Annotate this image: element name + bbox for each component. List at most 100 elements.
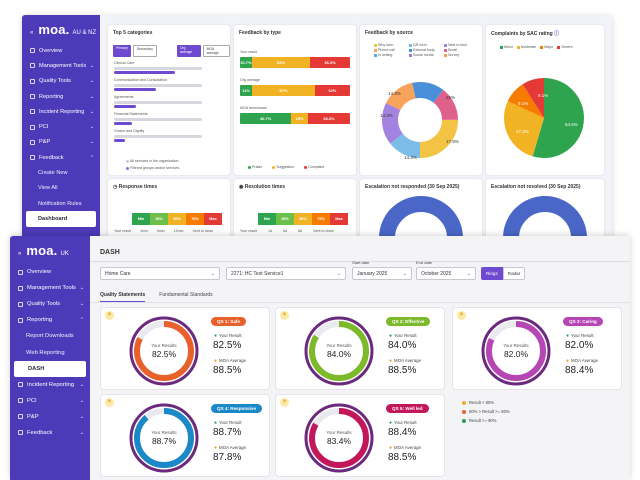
type-segment: 32%: [314, 85, 350, 96]
chevron-down-icon: ⌄: [89, 93, 94, 100]
your-result-label: ● Your Result: [389, 333, 417, 339]
key-dot: [462, 409, 466, 414]
nav-pci[interactable]: PCI ⌄: [22, 119, 100, 134]
quality-statement-card[interactable]: ☀ Your Results 84.0% QS 2: Effective ● Your R…: [275, 307, 445, 390]
legend-text: QR form: [413, 43, 427, 47]
nav-create-new[interactable]: Create New: [38, 170, 68, 177]
category-label: Clinical Care: [114, 61, 135, 65]
type-segment: 53%: [251, 57, 311, 68]
toggle-radar[interactable]: Radar: [502, 267, 526, 280]
sac-label-moderate: 27.3%: [516, 129, 529, 134]
sun-icon: ☀: [105, 398, 114, 407]
sun-icon: ☀: [280, 398, 289, 407]
type-stack-bar: 46.7% 15% 38.3%: [240, 113, 350, 124]
nav-web-reporting[interactable]: Web Reporting: [26, 349, 65, 356]
sun-icon: ☀: [457, 311, 466, 320]
page-title: DASH: [100, 249, 120, 256]
nav-management-tools[interactable]: Management Tools ⌄: [22, 58, 100, 73]
pill-moa-average[interactable]: MOA average: [202, 45, 230, 57]
nav-incident-reporting[interactable]: Incident Reporting ⌄: [22, 104, 100, 119]
quality-statement-card[interactable]: ☀ Your Results 82.5% QS 1: Safe ● Your Result…: [100, 307, 270, 390]
type-segment: 11%: [240, 85, 253, 96]
source-slice-5: [382, 82, 458, 158]
nav-overview[interactable]: Overview: [22, 43, 100, 58]
card-title: ◷ Response times: [113, 184, 158, 190]
top5-categories-card: Top 5 categories Primary Secondary Org a…: [108, 25, 230, 175]
collapse-icon[interactable]: «: [30, 30, 34, 36]
source-legend-item: QR form: [409, 43, 441, 47]
nav-pci[interactable]: PCI ⌄: [10, 393, 90, 409]
result-ring: [486, 321, 546, 381]
moa-average-value: 88.4%: [565, 365, 594, 376]
toggle-rings[interactable]: Rings: [481, 267, 503, 280]
nav-pnp[interactable]: P&P ⌄: [10, 409, 90, 425]
key-80-90: 80% > Result >= 80%: [462, 409, 510, 414]
quality-statement-card[interactable]: ☀ Your Results 88.7% QS 4: Responsive ● Your …: [100, 394, 270, 477]
tab-quality-statements[interactable]: Quality Statements: [100, 292, 146, 302]
incident-icon: [18, 382, 23, 388]
card-title: Escalation not resolved (30 Sep 2025): [491, 184, 581, 190]
start-date-select[interactable]: January 2025 ⌄: [352, 267, 412, 280]
tab-fundamental-standards[interactable]: Fundamental Standards: [159, 292, 213, 298]
pill-org-average[interactable]: Org average: [176, 45, 201, 57]
escalation-not-responded-card: Escalation not responded (30 Sep 2025): [360, 179, 482, 240]
card-title: Feedback by source: [365, 30, 414, 36]
service-select[interactable]: 2271: HC Test Service1 ⌄: [226, 267, 346, 280]
category-label: Financial Statements: [114, 112, 148, 116]
ring-center-label: Your Results: [503, 343, 529, 348]
nav-quality-tools[interactable]: Quality Tools ⌄: [10, 296, 90, 312]
category-bar: [114, 88, 156, 91]
moa-average-label: ● MOA Average: [214, 358, 247, 364]
ring-center-label: Your Results: [151, 430, 177, 435]
ring-center-value: 82.0%: [504, 349, 529, 359]
cell-50: 50%: [294, 213, 312, 225]
nav-feedback[interactable]: Feedback ⌃: [22, 150, 100, 165]
pill-secondary[interactable]: Secondary: [132, 45, 157, 57]
legend-text: Survey: [448, 53, 460, 57]
ring-center-value: 82.5%: [152, 349, 177, 359]
cell-min: Min: [132, 213, 150, 225]
service-type-select[interactable]: Home Care ⌄: [100, 267, 220, 280]
quality-statement-card[interactable]: ☀ Your Results 83.4% QS 5: Well led ● Your Re…: [275, 394, 445, 477]
feedback-source-donut: 14.3% 14.3% 17.9% 14.3% 25%: [380, 82, 459, 160]
your-result-value: 82.5%: [213, 340, 242, 351]
your-result-value: 84.0%: [388, 340, 417, 351]
nav-feedback[interactable]: Feedback ⌄: [10, 425, 90, 441]
nav-dash[interactable]: DASH: [14, 360, 86, 377]
nav-dashboard[interactable]: Dashboard: [26, 211, 96, 227]
nav-report-downloads[interactable]: Report Downloads: [26, 333, 74, 340]
nav-reporting[interactable]: Reporting ⌄: [22, 89, 100, 104]
nav-management-tools[interactable]: Management Tools ⌄: [10, 280, 90, 296]
category-bar-bg: [114, 135, 202, 138]
nav-quality-tools[interactable]: Quality Tools ⌄: [22, 74, 100, 89]
source-legend-item: Social media: [409, 53, 441, 57]
end-date-select[interactable]: October 2025 ⌄: [416, 267, 476, 280]
chevron-down-icon: ⌄: [89, 108, 94, 115]
legend-minor: Minor: [500, 45, 513, 49]
nav-notification-rules[interactable]: Notification Rules: [38, 200, 82, 207]
feedback-by-source-card: Feedback by source Why form QR form Next t…: [360, 25, 482, 175]
ring-center-label: Your Results: [326, 430, 352, 435]
type-stack-bar: 11% 57% 32%: [240, 85, 350, 96]
legend-swatch: [409, 53, 412, 57]
legend-severe: Severe: [557, 45, 573, 49]
moa-ring: [481, 316, 551, 386]
nav-incident-reporting[interactable]: Incident Reporting ⌄: [10, 377, 90, 393]
info-icon[interactable]: ⓘ: [554, 31, 560, 37]
sac-label-severe: 9.1%: [538, 93, 548, 98]
nav-overview[interactable]: Overview: [10, 264, 90, 280]
legend-text: Next to face: [448, 43, 468, 47]
pill-primary[interactable]: Primary: [113, 45, 131, 57]
nav-view-all[interactable]: View All: [38, 185, 58, 192]
overview-icon: [30, 48, 35, 54]
cell-25: 25%: [276, 213, 294, 225]
collapse-icon[interactable]: «: [18, 251, 22, 257]
nav-reporting[interactable]: Reporting ⌃: [10, 312, 90, 328]
type-segment: 46.7%: [240, 113, 292, 124]
quality-statement-card[interactable]: ☀ Your Results 82.0% QS 3: Caring ● Your Resu…: [452, 307, 622, 390]
nav-pnp[interactable]: P&P ⌄: [22, 135, 100, 150]
statement-badge: QS 5: Well led: [386, 404, 429, 413]
